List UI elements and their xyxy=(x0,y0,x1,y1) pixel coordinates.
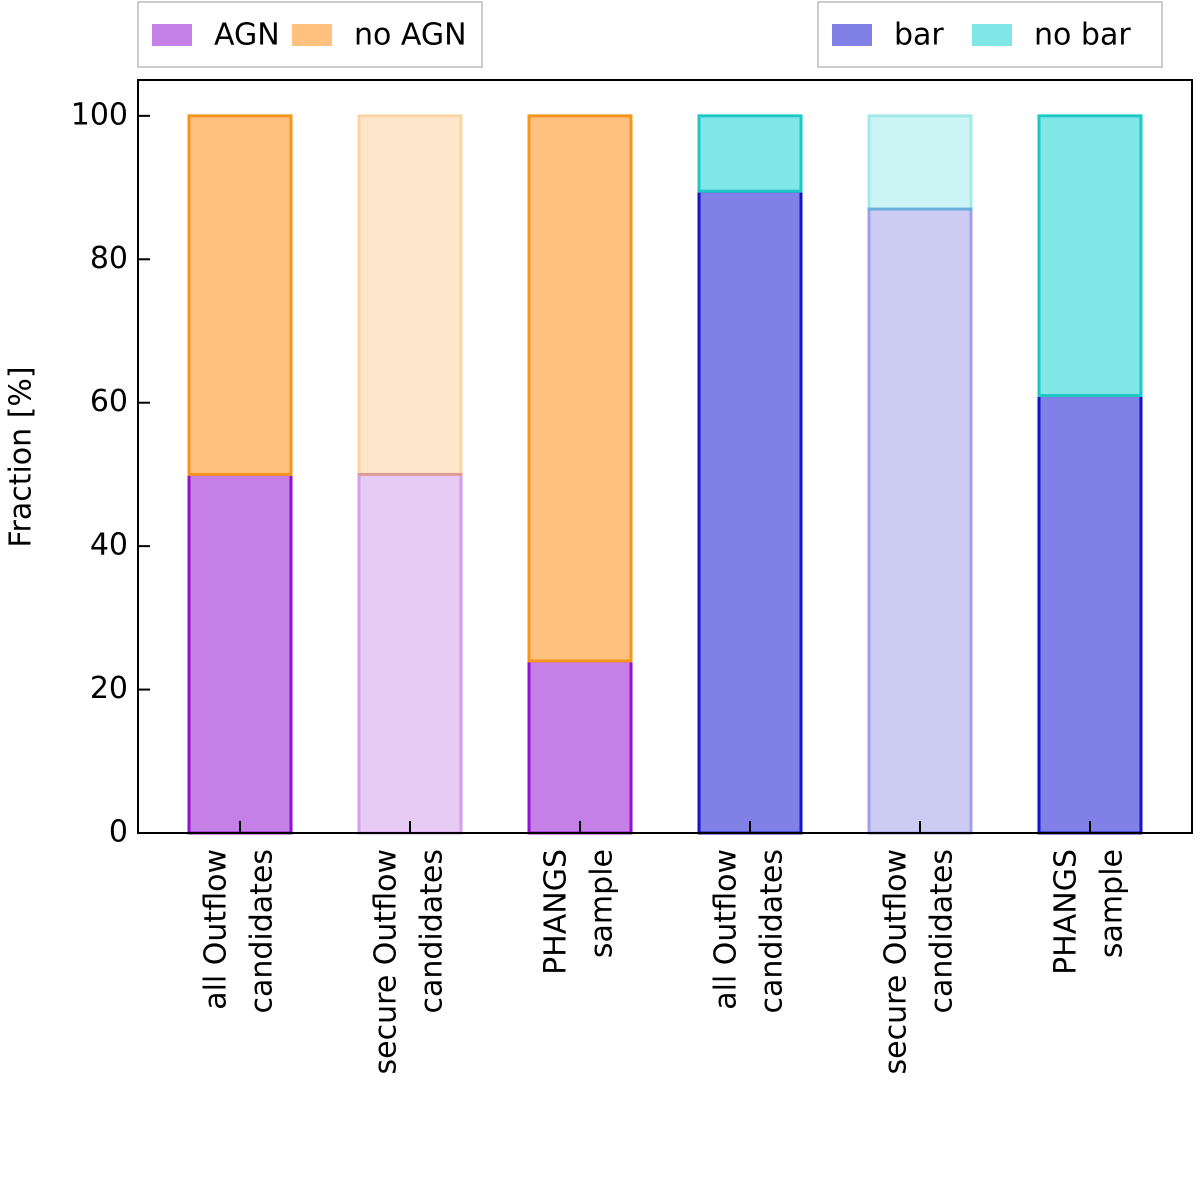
bar-segment xyxy=(1037,394,1143,835)
x-tick-label: candidates xyxy=(415,849,450,1014)
y-tick-label: 20 xyxy=(90,671,128,706)
bar-segment xyxy=(867,114,973,211)
plot-frame xyxy=(137,79,1193,834)
legend-label: bar xyxy=(894,18,944,53)
x-tick-label: candidates xyxy=(925,849,960,1014)
x-tick-label: all Outflow xyxy=(709,849,744,1010)
x-tick-label: PHANGS xyxy=(1049,849,1084,975)
x-tick-label: sample xyxy=(585,849,620,958)
bar-segment xyxy=(527,659,633,835)
bar-segment xyxy=(357,114,463,476)
legend-swatch xyxy=(832,24,872,46)
x-tick-label: secure Outflow xyxy=(879,849,914,1074)
legend-swatch xyxy=(152,24,192,46)
legend-label: AGN xyxy=(214,18,280,53)
legend-label: no AGN xyxy=(354,18,467,53)
y-tick-label: 40 xyxy=(90,528,128,563)
x-tick-label: secure Outflow xyxy=(369,849,404,1074)
bar-segment xyxy=(187,472,293,835)
x-tick-label: candidates xyxy=(245,849,280,1014)
legend-swatch xyxy=(292,24,332,46)
legend-label: no bar xyxy=(1034,18,1131,53)
y-axis-label: Fraction [%] xyxy=(4,366,39,547)
y-tick-label: 60 xyxy=(90,384,128,419)
bar-segment xyxy=(867,207,973,835)
bar-segment xyxy=(527,114,633,663)
bar-segment xyxy=(357,472,463,835)
y-tick-label: 80 xyxy=(90,241,128,276)
y-tick-label: 0 xyxy=(109,815,128,850)
x-tick-label: PHANGS xyxy=(539,849,574,975)
bar-segment xyxy=(697,114,803,193)
bar-segment xyxy=(697,189,803,835)
x-tick-label: candidates xyxy=(755,849,790,1014)
legend-swatch xyxy=(972,24,1012,46)
x-tick-label: sample xyxy=(1095,849,1130,958)
bar-segment xyxy=(1037,114,1143,398)
y-tick-label: 100 xyxy=(71,97,128,132)
x-tick-label: all Outflow xyxy=(199,849,234,1010)
bar-segment xyxy=(187,114,293,476)
